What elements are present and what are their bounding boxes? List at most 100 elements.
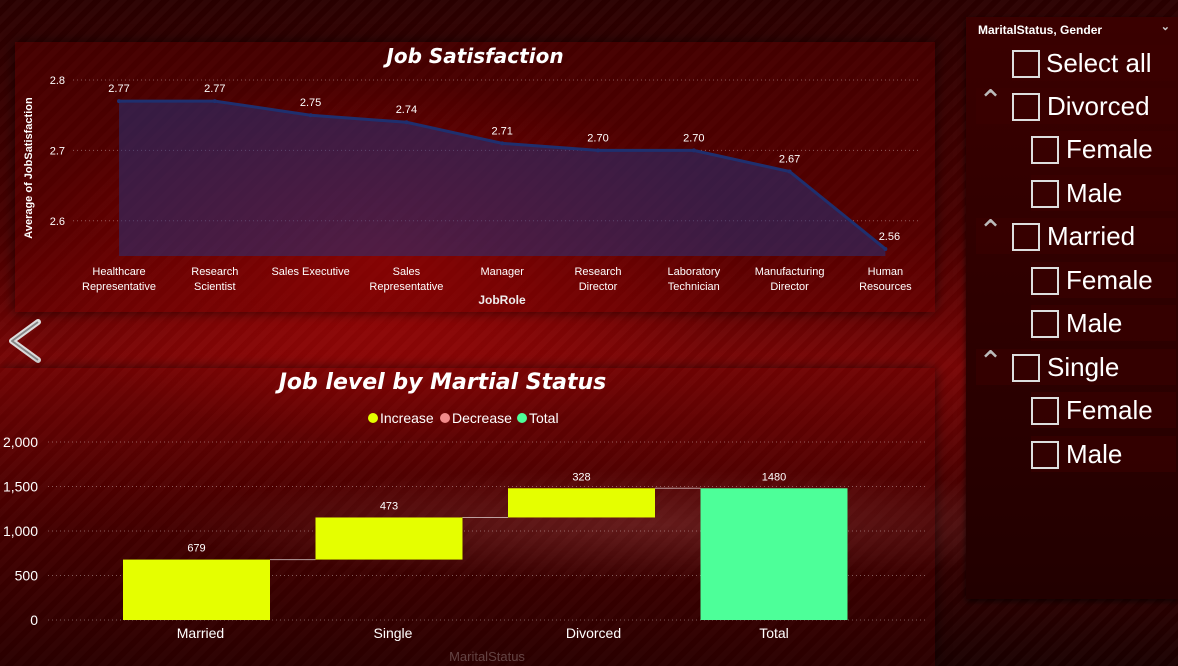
slicer-item-label: Male <box>1066 178 1123 208</box>
checkbox[interactable] <box>1031 180 1059 208</box>
y-tick-label: 0 <box>30 612 38 628</box>
slicer-item-label: Male <box>1066 439 1123 469</box>
data-label: 2.77 <box>108 83 129 95</box>
checkbox[interactable] <box>1031 441 1059 469</box>
slicer-title: MaritalStatus, Gender <box>978 23 1103 37</box>
x-axis-label: JobRole <box>478 293 526 307</box>
data-label: 679 <box>187 543 205 555</box>
y-axis-label: Average of JobSatisfaction <box>23 97 35 239</box>
slicer-item-label: Female <box>1066 265 1153 295</box>
slicer-item-label: Single <box>1047 352 1120 382</box>
job-satisfaction-title: Job Satisfaction <box>386 44 564 68</box>
data-label: 2.77 <box>204 83 225 95</box>
y-tick-label: 2.8 <box>50 75 65 87</box>
data-point[interactable] <box>117 99 121 104</box>
checkbox[interactable] <box>1031 136 1059 164</box>
x-axis-label: MaritalStatus <box>449 649 525 664</box>
y-tick-label: 500 <box>15 568 39 584</box>
data-point[interactable] <box>308 113 313 118</box>
job-level-chart[interactable]: Increase Decrease Total MaritalStatus 0 5… <box>0 368 935 666</box>
data-label: 2.71 <box>491 125 512 137</box>
marital-gender-slicer[interactable]: MaritalStatus, Gender ⌄ Select all ⌃ Divor… <box>966 17 1178 599</box>
job-level-visual[interactable]: Job level by Martial Status Increase Dec… <box>0 368 935 666</box>
slicer-item-female[interactable]: Female <box>1031 131 1176 167</box>
x-tick-label: Manager <box>480 266 524 278</box>
data-point[interactable] <box>500 141 505 146</box>
legend-decrease-marker <box>440 413 450 423</box>
slicer-item-female[interactable]: Female <box>1031 392 1176 428</box>
legend-total-marker <box>517 413 527 423</box>
y-tick-label: 2,000 <box>3 434 38 450</box>
data-point[interactable] <box>212 99 217 104</box>
legend-decrease-label: Decrease <box>452 410 512 426</box>
slicer-item-label: Married <box>1047 221 1136 251</box>
data-point[interactable] <box>883 246 888 251</box>
data-label: 2.70 <box>587 132 608 144</box>
chevron-up-icon[interactable]: ⌃ <box>978 346 1004 379</box>
waterfall-bar[interactable] <box>700 488 848 620</box>
slicer-item-male[interactable]: Male <box>1031 175 1176 211</box>
x-tick-label: Sales Representative <box>369 266 443 293</box>
job-level-title: Job level by Martial Status <box>278 370 607 395</box>
slicer-header: MaritalStatus, Gender ⌄ <box>966 17 1178 43</box>
back-button[interactable] <box>4 318 46 364</box>
slicer-item-label: Male <box>1066 308 1123 338</box>
checkbox[interactable] <box>1012 93 1040 121</box>
slicer-item-label: Select all <box>1046 48 1152 78</box>
waterfall-bar[interactable] <box>508 488 655 518</box>
y-tick-label: 2.7 <box>50 145 65 157</box>
legend-increase-marker <box>368 413 378 423</box>
x-tick-label: Single <box>374 625 413 641</box>
waterfall-bar[interactable] <box>315 517 463 560</box>
data-label: 2.70 <box>683 132 704 144</box>
waterfall-bar[interactable] <box>123 559 270 620</box>
data-label: 2.74 <box>396 104 417 116</box>
x-tick-label: Laboratory Technician <box>668 266 721 293</box>
legend-increase-label: Increase <box>380 410 434 426</box>
slicer-item-male[interactable]: Male <box>1031 436 1176 472</box>
checkbox[interactable] <box>1031 310 1059 338</box>
data-point[interactable] <box>596 148 600 153</box>
data-point[interactable] <box>691 148 696 153</box>
x-tick-label: Sales Executive <box>271 266 349 278</box>
slicer-item-single[interactable]: ⌃ Single <box>976 346 1176 385</box>
data-point[interactable] <box>404 120 409 125</box>
checkbox[interactable] <box>1012 354 1040 382</box>
chevron-up-icon[interactable]: ⌃ <box>978 215 1004 248</box>
chevron-up-icon[interactable]: ⌃ <box>978 85 1004 118</box>
chevron-left-icon <box>9 319 41 363</box>
slicer-item-married[interactable]: ⌃ Married <box>976 215 1176 254</box>
slicer-item-label: Female <box>1066 395 1153 425</box>
data-label: 2.56 <box>879 231 900 243</box>
checkbox[interactable] <box>1012 223 1040 251</box>
chevron-down-icon[interactable]: ⌄ <box>1160 21 1170 33</box>
x-tick-label: Healthcare Representative <box>82 266 156 293</box>
slicer-item-divorced[interactable]: ⌃ Divorced <box>976 85 1176 124</box>
x-tick-label: Research Director <box>574 266 621 293</box>
checkbox[interactable] <box>1012 50 1040 78</box>
data-label: 2.75 <box>300 97 321 109</box>
slicer-item-label: Female <box>1066 134 1153 164</box>
x-tick-label: Research Scientist <box>191 266 238 293</box>
checkbox[interactable] <box>1031 267 1059 295</box>
x-tick-label: Manufacturing Director <box>755 266 825 293</box>
data-label: 2.67 <box>779 154 800 166</box>
x-tick-label: Total <box>759 625 789 641</box>
job-satisfaction-visual[interactable]: Job Satisfaction Average of JobSatisfact… <box>15 42 935 312</box>
x-tick-label: Human Resources <box>859 266 912 293</box>
y-tick-label: 1,000 <box>3 523 38 539</box>
slicer-item-select-all[interactable]: Select all <box>1012 45 1176 81</box>
x-tick-label: Married <box>177 625 224 641</box>
data-point[interactable] <box>787 169 792 174</box>
slicer-item-male[interactable]: Male <box>1031 305 1176 341</box>
y-tick-label: 1,500 <box>3 479 38 495</box>
job-satisfaction-chart[interactable]: Average of JobSatisfaction JobRole 2.6 2.… <box>15 42 935 312</box>
y-tick-label: 2.6 <box>50 216 65 228</box>
checkbox[interactable] <box>1031 397 1059 425</box>
legend[interactable]: Increase Decrease Total <box>368 410 559 426</box>
legend-total-label: Total <box>529 410 559 426</box>
data-label: 328 <box>572 471 590 483</box>
slicer-item-female[interactable]: Female <box>1031 262 1176 298</box>
slicer-item-label: Divorced <box>1047 91 1150 121</box>
x-tick-label: Divorced <box>566 625 621 641</box>
